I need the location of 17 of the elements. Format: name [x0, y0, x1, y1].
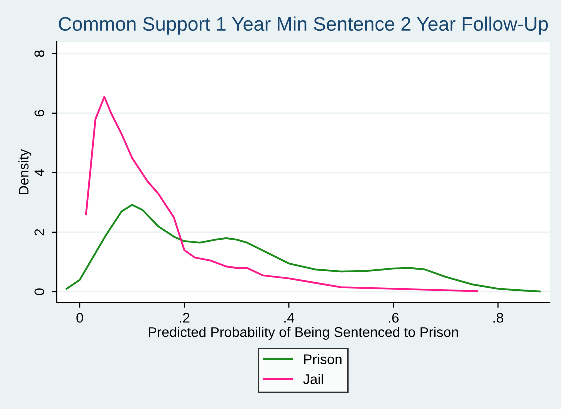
x-axis-title: Predicted Probability of Being Sentenced to Prison: [149, 327, 458, 340]
chart-title: Common Support 1 Year Min Sentence 2 Year Follow-Up: [59, 16, 548, 35]
line-series: [66, 204, 541, 293]
x-tick-label: 0: [76, 313, 84, 323]
y-tick-label: 4: [34, 169, 44, 176]
y-tick-label: 6: [34, 110, 45, 117]
legend-label: Jail: [303, 374, 324, 384]
x-tick-label: .4: [284, 313, 295, 323]
line-series: [85, 96, 478, 292]
y-axis-title: Density: [18, 149, 32, 195]
y-tick-label: 8: [34, 50, 45, 58]
x-tick-label: .6: [389, 313, 399, 323]
x-tick-label: .8: [494, 313, 504, 323]
legend-label: Prison: [304, 354, 342, 364]
y-tick-label: 0: [34, 288, 45, 296]
y-tick-label: 2: [34, 229, 44, 236]
x-tick-label: .2: [180, 313, 190, 323]
